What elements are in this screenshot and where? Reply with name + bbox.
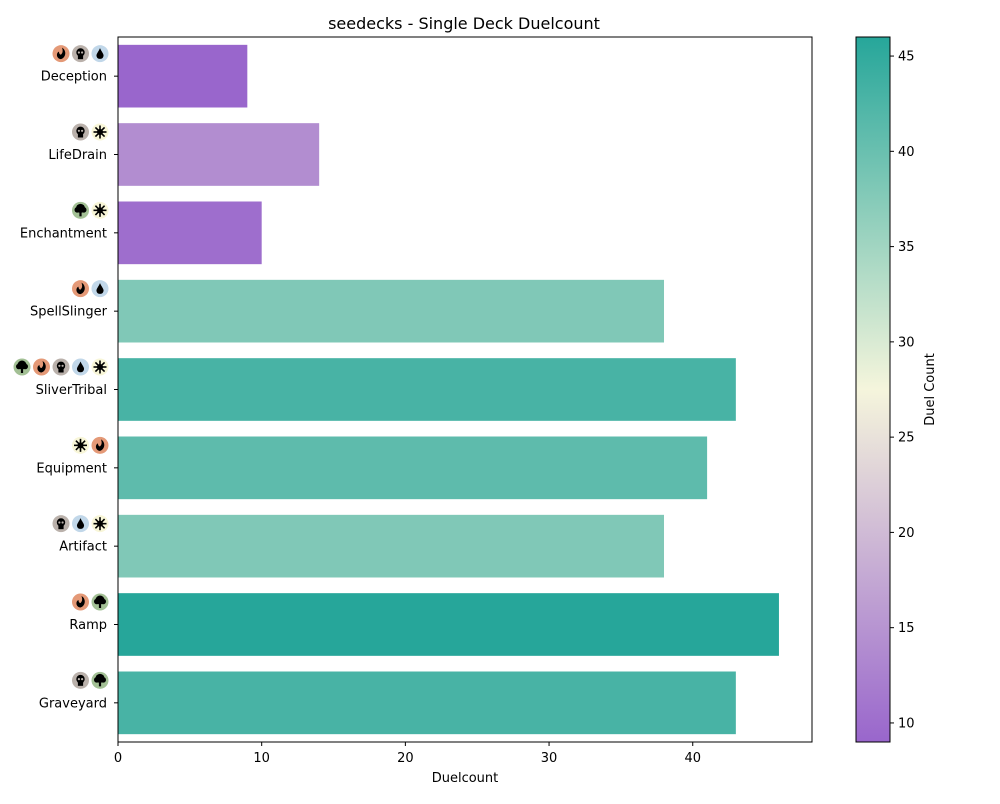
skull-icon — [72, 671, 89, 689]
chart-title: seedecks - Single Deck Duelcount — [328, 14, 600, 33]
colorbar-gradient — [855, 36, 891, 743]
skull-icon — [52, 358, 70, 376]
colorbar-tick-label: 15 — [898, 621, 915, 636]
x-axis: 0 10 20 30 40 — [114, 742, 701, 766]
fire-icon — [72, 280, 89, 298]
bar-deception — [118, 44, 248, 108]
colorbar-tick-label: 35 — [898, 240, 915, 255]
x-tick-label: 40 — [684, 751, 701, 766]
y-tick-labels: Deception LifeDrain Enchantment SpellSlinge… — [20, 70, 118, 711]
bar-spellslinger — [118, 279, 665, 343]
x-axis-label: Duelcount — [432, 771, 499, 786]
skull-icon — [52, 515, 70, 533]
sun-icon — [91, 201, 109, 219]
sun-icon — [91, 358, 109, 376]
sun-icon — [91, 123, 109, 141]
y-tick-label: Equipment — [36, 461, 107, 476]
y-tick-label: Ramp — [69, 618, 107, 633]
x-tick-label: 30 — [541, 751, 558, 766]
colorbar-ticks: 10 15 20 25 30 35 40 45 — [890, 50, 915, 731]
y-tick-label: LifeDrain — [48, 148, 107, 163]
y-tick-label: SpellSlinger — [30, 305, 108, 320]
colorbar-tick-label: 30 — [898, 335, 915, 350]
x-tick-label: 20 — [397, 751, 414, 766]
colorbar-tick-label: 10 — [898, 716, 915, 731]
fire-icon — [33, 358, 50, 376]
y-tick-label: SliverTribal — [36, 383, 107, 398]
skull-icon — [72, 45, 89, 63]
bar-lifedrain — [118, 123, 320, 186]
y-tick-label: Graveyard — [39, 696, 107, 711]
y-tick-label: Deception — [41, 70, 107, 85]
colorbar-tick-label: 45 — [898, 50, 915, 65]
tree-icon — [91, 593, 109, 611]
tree-icon — [91, 671, 109, 689]
colorbar-label: Duel Count — [923, 353, 938, 426]
tree-icon — [72, 201, 89, 219]
colorbar-tick-label: 25 — [898, 431, 915, 446]
water-drop-icon — [91, 45, 109, 63]
colorbar: 10 15 20 25 30 35 40 45 Duel Count — [855, 36, 938, 743]
y-tick-label: Enchantment — [20, 226, 107, 241]
sun-icon — [72, 436, 89, 454]
water-drop-icon — [72, 358, 89, 376]
fire-icon — [72, 593, 89, 611]
sun-icon — [91, 515, 109, 533]
bars-group — [118, 44, 779, 735]
bar-enchantment — [118, 201, 262, 265]
fire-icon — [91, 436, 109, 454]
tree-icon — [13, 358, 31, 376]
y-tick-label: Artifact — [59, 540, 107, 555]
bar-artifact — [118, 514, 665, 578]
mana-icons-group — [13, 45, 109, 689]
colorbar-tick-label: 20 — [898, 526, 915, 541]
skull-icon — [72, 123, 89, 141]
x-tick-label: 0 — [114, 751, 122, 766]
plot-frame — [117, 36, 813, 743]
bar-ramp — [118, 593, 779, 656]
water-drop-icon — [72, 515, 89, 533]
bar-graveyard — [118, 671, 736, 735]
x-tick-label: 10 — [253, 751, 270, 766]
bar-slivertribal — [118, 358, 736, 421]
water-drop-icon — [91, 280, 109, 298]
colorbar-tick-label: 40 — [898, 145, 915, 160]
bar-equipment — [118, 436, 708, 500]
fire-icon — [52, 45, 70, 63]
